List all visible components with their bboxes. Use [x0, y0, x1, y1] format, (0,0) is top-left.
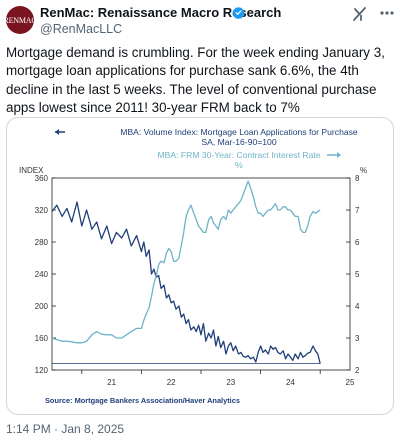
x-tick-label: 25 — [346, 378, 355, 387]
author-handle[interactable]: @RenMacLLC — [40, 22, 123, 36]
right-tick-label: 4 — [355, 302, 360, 311]
legend-label-rate-unit: % — [235, 160, 243, 170]
x-tick-label: 24 — [286, 378, 295, 387]
left-tick-label: 160 — [35, 334, 49, 343]
left-axis-title: INDEX — [19, 166, 44, 175]
tweet-text: Mortgage demand is crumbling. For the we… — [6, 45, 385, 116]
author-display-name[interactable]: RenMac: Renaissance Macro Research — [40, 5, 282, 20]
chart-image[interactable]: MBA: Volume Index: Mortgage Loan Applica… — [6, 117, 394, 415]
grok-icon[interactable] — [352, 6, 368, 22]
right-tick-label: 5 — [355, 270, 360, 279]
tweet-timestamp[interactable]: 1:14 PM · Jan 8, 2025 — [6, 422, 125, 436]
legend-arrowhead-rate — [337, 152, 341, 158]
legend-label-rate: MBA: FRM 30-Year: Contract Interest Rate — [157, 150, 320, 160]
right-tick-label: 7 — [355, 206, 360, 215]
avatar-logo-text: RENMAC — [6, 15, 34, 25]
x-tick-label: 21 — [107, 378, 116, 387]
series-line-rate — [51, 180, 321, 344]
right-tick-label: 8 — [355, 174, 360, 183]
left-tick-label: 120 — [35, 366, 49, 375]
left-tick-label: 240 — [35, 270, 49, 279]
right-tick-label: 6 — [355, 238, 360, 247]
chart-svg: MBA: Volume Index: Mortgage Loan Applica… — [19, 127, 367, 405]
chart-source: Source: Mortgage Bankers Association/Hav… — [45, 396, 240, 405]
legend-label-volume-sub: SA, Mar-16-90=100 — [201, 137, 276, 147]
series-line-volume — [51, 201, 321, 364]
legend-label-volume: MBA: Volume Index: Mortgage Loan Applica… — [120, 127, 358, 137]
left-tick-label: 320 — [35, 206, 49, 215]
x-tick-label: 22 — [167, 378, 176, 387]
right-tick-label: 2 — [355, 366, 360, 375]
tweet-header: RENMAC RenMac: Renaissance Macro Researc… — [0, 0, 400, 40]
more-icon[interactable] — [378, 4, 396, 22]
verified-badge-icon — [232, 6, 245, 19]
right-tick-label: 3 — [355, 334, 360, 343]
avatar[interactable]: RENMAC — [6, 6, 34, 34]
left-tick-label: 280 — [35, 238, 49, 247]
plot-frame — [51, 177, 351, 371]
left-tick-label: 200 — [35, 302, 49, 311]
right-axis-title: % — [360, 166, 367, 175]
legend-arrowhead-volume — [55, 129, 59, 135]
left-tick-label: 360 — [35, 174, 49, 183]
x-tick-label: 23 — [226, 378, 235, 387]
